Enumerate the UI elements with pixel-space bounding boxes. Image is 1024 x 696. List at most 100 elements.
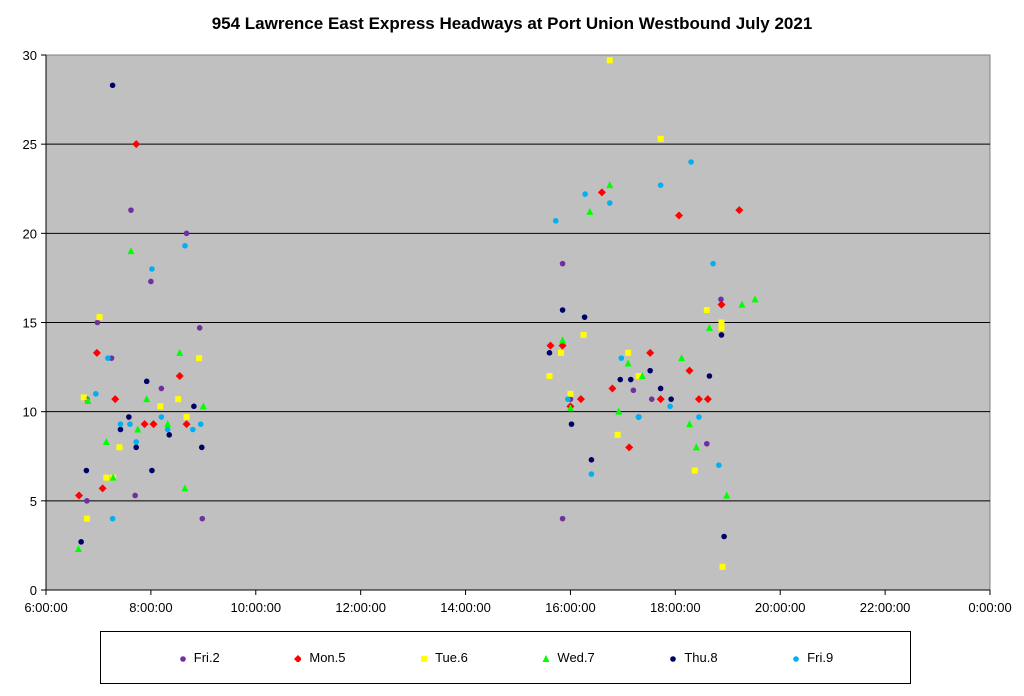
y-tick-label: 0 xyxy=(30,583,37,598)
data-point xyxy=(182,420,191,429)
data-point xyxy=(656,395,665,404)
data-point xyxy=(618,355,625,361)
data-point xyxy=(183,230,190,237)
y-tick-labels: 0 5 10 15 20 25 30 xyxy=(23,48,37,598)
data-point xyxy=(149,467,155,474)
data-point xyxy=(718,296,724,303)
data-point xyxy=(735,206,744,215)
data-point xyxy=(717,300,726,309)
data-point xyxy=(83,467,90,474)
data-point xyxy=(706,373,713,379)
legend-marker xyxy=(294,654,302,662)
data-point xyxy=(625,443,634,452)
data-point xyxy=(127,247,135,255)
data-point xyxy=(117,421,124,427)
legend-item: Fri.9 xyxy=(791,650,833,665)
data-point xyxy=(190,426,196,433)
data-point xyxy=(198,444,205,451)
data-point xyxy=(691,467,698,474)
data-point xyxy=(608,384,617,393)
data-point xyxy=(568,421,575,427)
data-point xyxy=(657,135,664,142)
data-point xyxy=(143,378,150,385)
x-tick-label: 8:00:00 xyxy=(129,600,172,615)
data-point xyxy=(75,491,84,500)
legend-marker xyxy=(179,655,186,662)
data-point xyxy=(630,387,637,394)
data-point xyxy=(183,414,190,421)
data-point xyxy=(149,266,155,272)
series-wed-7 xyxy=(75,181,759,552)
data-point xyxy=(181,484,189,492)
y-tick-label: 10 xyxy=(23,405,37,420)
data-point xyxy=(657,385,664,392)
data-point xyxy=(606,181,614,189)
data-point xyxy=(635,414,642,420)
data-point xyxy=(83,515,90,522)
legend-item: Mon.5 xyxy=(293,650,346,665)
data-point xyxy=(558,341,567,350)
series-fri-9 xyxy=(93,159,722,522)
data-point xyxy=(646,348,655,357)
data-point xyxy=(166,432,173,438)
legend-label: Tue.6 xyxy=(435,650,468,665)
data-point xyxy=(546,373,553,379)
y-tick-label: 25 xyxy=(23,137,37,152)
legend-item: Fri.2 xyxy=(178,650,220,665)
data-point xyxy=(75,544,83,552)
data-point xyxy=(133,439,140,445)
data-point xyxy=(625,349,632,356)
data-point xyxy=(158,414,165,420)
data-point xyxy=(648,396,655,402)
data-point xyxy=(96,314,103,321)
legend-marker-icon xyxy=(793,655,799,662)
data-point xyxy=(117,426,124,433)
x-tick-label: 0:00:00 xyxy=(968,600,1011,615)
data-point xyxy=(102,437,110,445)
data-point xyxy=(721,533,727,540)
data-point xyxy=(132,492,138,499)
data-point xyxy=(615,407,623,415)
data-point xyxy=(164,420,172,428)
x-tick-label: 22:00:00 xyxy=(860,600,911,615)
data-point xyxy=(175,396,182,403)
data-point xyxy=(617,376,624,383)
data-point xyxy=(586,207,594,215)
data-point xyxy=(111,395,120,404)
legend-item: Tue.6 xyxy=(419,650,468,665)
legend-marker xyxy=(670,655,677,662)
data-point xyxy=(710,260,716,267)
data-point xyxy=(718,319,725,326)
series-mon-5 xyxy=(75,140,744,500)
legend-item: Wed.7 xyxy=(541,650,595,665)
legend-label: Mon.5 xyxy=(309,650,346,665)
x-tick-label: 18:00:00 xyxy=(650,600,701,615)
data-point xyxy=(580,331,587,338)
data-point xyxy=(675,211,684,220)
data-point xyxy=(694,395,703,404)
x-tick-label: 12:00:00 xyxy=(335,600,386,615)
legend-marker xyxy=(421,655,428,662)
data-point xyxy=(614,431,621,438)
data-point xyxy=(581,314,588,320)
data-point xyxy=(546,350,553,356)
legend-marker xyxy=(793,655,799,662)
data-point xyxy=(109,473,117,481)
data-point xyxy=(723,491,731,499)
x-tick-label: 14:00:00 xyxy=(440,600,491,615)
data-point xyxy=(705,323,713,331)
series-thu-8 xyxy=(78,82,727,545)
legend-marker-icon xyxy=(542,654,550,662)
data-point xyxy=(197,421,204,427)
data-point xyxy=(696,414,702,420)
data-point xyxy=(704,440,710,447)
data-point xyxy=(157,403,164,410)
legend-marker-icon xyxy=(670,655,677,662)
data-point xyxy=(128,207,134,213)
data-point xyxy=(565,396,571,402)
x-tick-label: 16:00:00 xyxy=(545,600,596,615)
data-point xyxy=(606,200,613,206)
data-point xyxy=(719,563,726,570)
legend-label: Fri.9 xyxy=(807,650,834,665)
